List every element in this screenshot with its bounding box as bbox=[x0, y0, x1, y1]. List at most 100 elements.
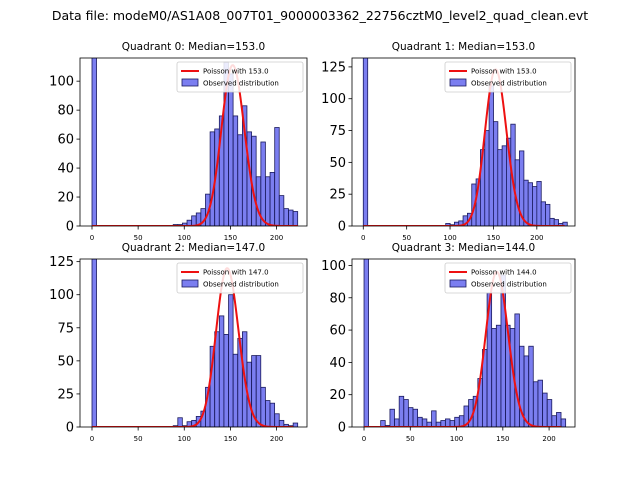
subplot-title: Quadrant 0: Median=153.0 bbox=[122, 41, 265, 53]
histogram-bar bbox=[269, 402, 276, 427]
figure-title: Data file: modeM0/AS1A08_007T01_90000033… bbox=[51, 8, 589, 23]
histogram-bar bbox=[278, 419, 285, 427]
y-tick-label: 40 bbox=[329, 356, 346, 371]
axes-frame bbox=[79, 57, 308, 227]
legend-bar-swatch bbox=[181, 78, 199, 87]
histogram-bar bbox=[514, 313, 520, 427]
legend: Poisson with 153.0 Observed distribution bbox=[444, 61, 572, 93]
histogram-bar bbox=[491, 328, 497, 427]
histogram-bar bbox=[283, 208, 289, 226]
histogram-bar bbox=[260, 386, 266, 427]
histogram-bar bbox=[540, 201, 546, 226]
y-tick-label: 20 bbox=[329, 388, 346, 403]
axes-frame bbox=[351, 57, 576, 227]
subplot-quadrant-2: 0 50 100 150 200 0 25 50 75 100 125 Quadrant 2: Med… bbox=[49, 242, 308, 443]
histogram-bar bbox=[454, 416, 460, 427]
x-tick-label: 50 bbox=[402, 234, 411, 242]
histogram-bar bbox=[292, 422, 299, 427]
x-tick-label: 200 bbox=[270, 234, 283, 242]
y-tick-label: 60 bbox=[329, 324, 346, 339]
histogram-bar bbox=[497, 149, 503, 226]
histogram-bar bbox=[495, 324, 502, 427]
histogram-bar bbox=[228, 294, 234, 427]
histogram-bar bbox=[389, 408, 395, 427]
plot-area bbox=[363, 259, 567, 427]
histogram-bar bbox=[214, 331, 220, 427]
histogram-bar bbox=[546, 399, 553, 427]
histogram-bar bbox=[523, 355, 530, 427]
x-tick-label: 200 bbox=[530, 234, 543, 242]
axes-frame bbox=[351, 258, 576, 428]
y-tick-label: 0 bbox=[66, 220, 74, 235]
histogram-bar bbox=[431, 410, 437, 427]
x-tick-label: 100 bbox=[450, 435, 463, 443]
histogram-bar bbox=[528, 345, 534, 427]
x-tick-label: 100 bbox=[443, 234, 456, 242]
poisson-curve bbox=[364, 270, 562, 427]
legend-line-label: Poisson with 144.0 bbox=[471, 269, 537, 277]
histogram-bar bbox=[269, 172, 276, 226]
legend-line-label: Poisson with 153.0 bbox=[203, 68, 269, 76]
histogram-bar bbox=[488, 85, 494, 226]
x-tick-label: 50 bbox=[134, 234, 143, 242]
x-tick-label: 100 bbox=[178, 234, 191, 242]
y-tick-label: 0 bbox=[338, 220, 346, 235]
histogram-bar bbox=[398, 395, 405, 427]
x-tick-label: 200 bbox=[542, 435, 555, 443]
histogram-bar bbox=[255, 355, 262, 427]
histogram-bar bbox=[177, 417, 183, 427]
y-tick-label: 125 bbox=[49, 255, 74, 270]
histogram-bar bbox=[551, 415, 557, 427]
plot-area bbox=[362, 58, 568, 226]
axes-frame bbox=[79, 258, 308, 428]
histogram-bar bbox=[421, 418, 428, 427]
histogram-bar bbox=[562, 221, 568, 226]
legend-box bbox=[176, 61, 304, 93]
subplot-quadrant-1: 0 50 100 150 200 0 25 50 75 100 125 Quadrant 1: Med… bbox=[321, 41, 576, 242]
legend-bar-label: Observed distribution bbox=[203, 80, 279, 88]
histogram-bar bbox=[288, 209, 294, 226]
subplot-title: Quadrant 1: Median=153.0 bbox=[392, 41, 535, 53]
y-tick-label: 25 bbox=[329, 188, 346, 203]
histogram-bar bbox=[394, 418, 400, 427]
y-tick-label: 20 bbox=[57, 191, 74, 206]
y-tick-label: 100 bbox=[321, 92, 346, 107]
legend-bar-label: Observed distribution bbox=[471, 281, 547, 289]
legend: Poisson with 147.0 Observed distribution bbox=[176, 262, 304, 294]
y-tick-label: 100 bbox=[321, 259, 346, 274]
histogram-bar bbox=[223, 334, 229, 427]
histogram-bar bbox=[408, 407, 414, 427]
histogram-bar bbox=[363, 259, 369, 427]
y-tick-label: 0 bbox=[338, 421, 346, 436]
histogram-bar bbox=[91, 259, 97, 427]
histogram-bar bbox=[560, 418, 567, 427]
histogram-bar bbox=[493, 121, 499, 226]
x-tick-label: 50 bbox=[406, 435, 415, 443]
x-tick-label: 150 bbox=[496, 435, 509, 443]
histogram-bar bbox=[274, 127, 280, 226]
x-tick-label: 150 bbox=[224, 435, 237, 443]
histogram-bar bbox=[536, 181, 542, 226]
x-tick-label: 200 bbox=[270, 435, 283, 443]
subplot-quadrant-3: 0 50 100 150 200 0 20 40 60 80 100 Quadrant 3: Medi… bbox=[321, 242, 576, 443]
histogram-bar bbox=[191, 215, 197, 226]
legend-line-label: Poisson with 147.0 bbox=[203, 269, 269, 277]
x-tick-label: 150 bbox=[487, 234, 500, 242]
legend-bar-label: Observed distribution bbox=[471, 80, 547, 88]
histogram-bar bbox=[484, 130, 490, 226]
legend-bar-swatch bbox=[449, 279, 467, 288]
legend: Poisson with 144.0 Observed distribution bbox=[444, 262, 572, 294]
x-tick-label: 50 bbox=[134, 435, 143, 443]
histogram-bar bbox=[542, 392, 548, 427]
histogram-bar bbox=[91, 58, 97, 226]
x-tick-label: 0 bbox=[361, 234, 365, 242]
poisson-curve bbox=[363, 68, 565, 226]
poisson-curve bbox=[92, 267, 294, 427]
legend-bar-swatch bbox=[449, 78, 467, 87]
histogram-bar bbox=[403, 399, 409, 427]
histogram-bar bbox=[260, 141, 266, 226]
histogram-bar bbox=[501, 145, 507, 226]
histogram-bar bbox=[545, 203, 551, 226]
y-tick-label: 100 bbox=[49, 288, 74, 303]
